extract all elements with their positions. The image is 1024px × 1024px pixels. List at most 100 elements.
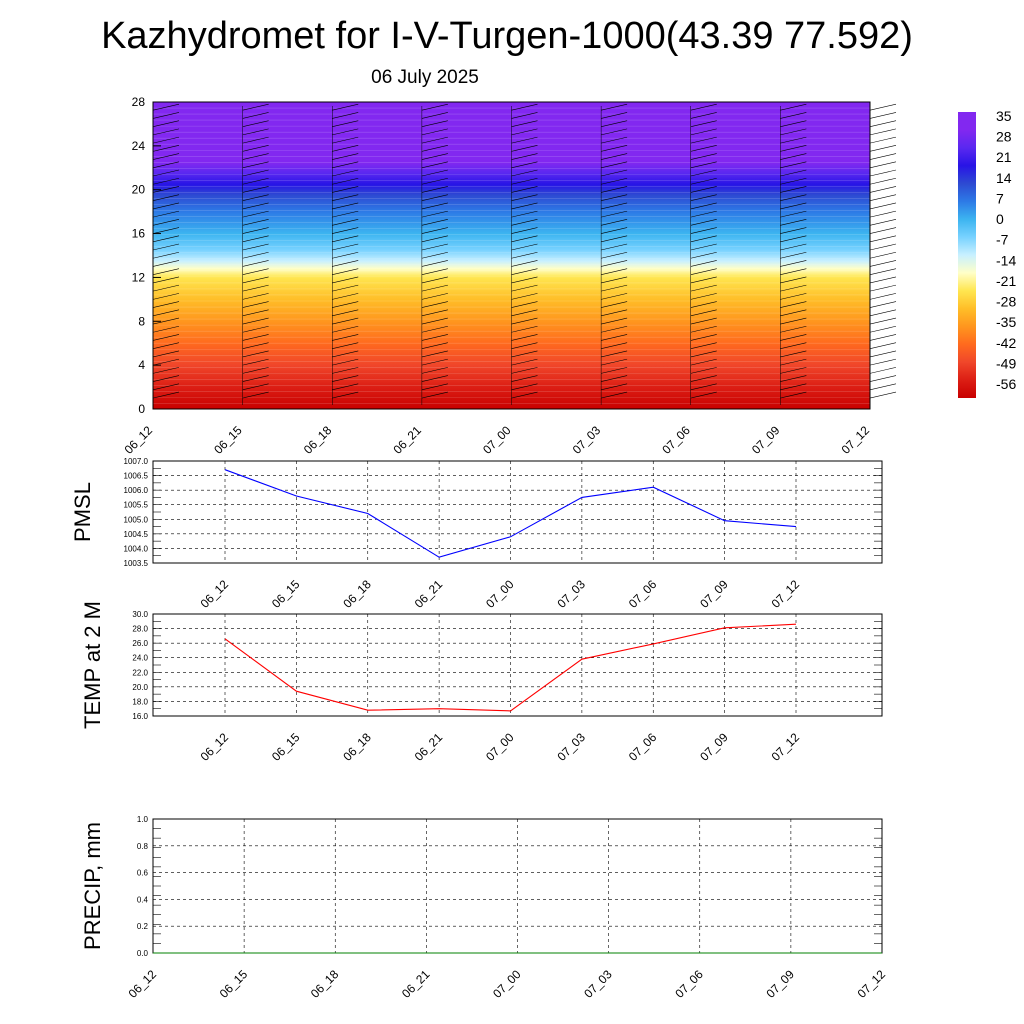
x-tick-label: 07_09 bbox=[763, 967, 797, 1001]
wind-barb bbox=[421, 293, 448, 300]
wind-barb bbox=[152, 383, 180, 391]
wind-barb bbox=[242, 169, 269, 177]
wind-barb bbox=[780, 342, 807, 349]
wind-barb bbox=[242, 112, 269, 119]
wind-barb bbox=[332, 227, 359, 234]
wind-barb bbox=[242, 276, 269, 284]
wind-barb bbox=[601, 161, 628, 169]
wind-barb bbox=[690, 120, 717, 127]
wind-barb bbox=[421, 227, 448, 234]
wind-barb bbox=[242, 103, 269, 111]
wind-barb bbox=[690, 251, 717, 259]
wind-barb bbox=[332, 375, 359, 382]
wind-barb bbox=[511, 202, 538, 210]
wind-barb bbox=[242, 325, 269, 333]
wind-barb bbox=[869, 186, 897, 193]
wind-barb bbox=[780, 169, 807, 177]
x-tick-label: 06_18 bbox=[340, 730, 374, 764]
y-tick-label: 30.0 bbox=[132, 610, 148, 619]
wind-barb bbox=[690, 227, 717, 234]
x-tick-label: 07_12 bbox=[769, 577, 803, 611]
wind-barb bbox=[511, 383, 538, 391]
wind-barb bbox=[332, 367, 359, 374]
precip-panel: 0.0 0.2 0.4 0.6 0.8 1.0 06_12 06_15 06_18 06_21 07… bbox=[80, 815, 888, 1001]
wind-barb bbox=[780, 186, 807, 193]
colorbar-label: 0 bbox=[996, 211, 1004, 227]
wind-barb bbox=[421, 367, 448, 374]
wind-barb bbox=[869, 293, 897, 300]
wind-barb bbox=[869, 334, 897, 341]
series-line bbox=[224, 469, 797, 558]
wind-barb bbox=[242, 145, 269, 152]
wind-barb bbox=[780, 276, 807, 284]
wind-barb bbox=[780, 210, 807, 218]
wind-barb bbox=[242, 202, 269, 210]
wind-barb bbox=[601, 334, 628, 341]
wind-barb bbox=[242, 177, 269, 185]
wind-barb bbox=[242, 293, 269, 300]
wind-barb bbox=[421, 325, 448, 333]
wind-barb bbox=[601, 194, 628, 201]
wind-barb bbox=[242, 375, 269, 382]
x-tick-label: 06_12 bbox=[122, 423, 156, 457]
x-tick-label: 07_06 bbox=[659, 423, 693, 457]
wind-barb bbox=[511, 210, 538, 218]
wind-barb bbox=[511, 120, 538, 127]
wind-barb bbox=[242, 309, 269, 317]
y-tick-label: 24.0 bbox=[132, 654, 148, 663]
x-tick-label: 06_15 bbox=[217, 967, 251, 1001]
wind-barb bbox=[511, 358, 538, 366]
wind-barb bbox=[152, 251, 180, 259]
wind-barb bbox=[869, 227, 897, 234]
wind-barb bbox=[332, 317, 359, 325]
wind-barb bbox=[690, 194, 717, 201]
colorbar-label: -42 bbox=[996, 335, 1016, 351]
wind-barb bbox=[332, 342, 359, 349]
x-tick-label: 07_00 bbox=[483, 730, 517, 764]
wind-barb bbox=[869, 375, 897, 382]
x-tick-label: 07_06 bbox=[626, 577, 660, 611]
wind-barb bbox=[869, 325, 897, 333]
y-tick-label: 20 bbox=[132, 183, 146, 197]
wind-barb bbox=[869, 177, 897, 185]
y-tick-label: 26.0 bbox=[132, 639, 148, 648]
wind-barb bbox=[690, 177, 717, 185]
wind-barb bbox=[242, 219, 269, 226]
colorbar-label: -7 bbox=[996, 232, 1009, 248]
wind-barb bbox=[242, 210, 269, 218]
wind-barb bbox=[690, 334, 717, 341]
wind-barb bbox=[869, 128, 897, 136]
wind-barb bbox=[690, 169, 717, 177]
wind-barb bbox=[780, 219, 807, 226]
wind-barb bbox=[152, 219, 180, 226]
wind-barb bbox=[152, 169, 180, 177]
wind-barb bbox=[780, 301, 807, 308]
wind-barb bbox=[869, 383, 897, 391]
wind-barb bbox=[601, 145, 628, 152]
wind-barb bbox=[690, 186, 717, 193]
wind-barb bbox=[690, 317, 717, 325]
x-tick-label: 06_12 bbox=[198, 577, 232, 611]
wind-barb bbox=[690, 210, 717, 218]
wind-barb bbox=[242, 227, 269, 234]
wind-barb bbox=[601, 301, 628, 308]
wind-barb bbox=[780, 112, 807, 119]
wind-barb bbox=[332, 260, 359, 267]
wind-barb bbox=[601, 383, 628, 391]
x-tick-label: 07_03 bbox=[554, 577, 588, 611]
wind-barb bbox=[421, 284, 448, 292]
x-tick-label: 07_06 bbox=[626, 730, 660, 764]
wind-barb bbox=[421, 301, 448, 308]
wind-barb bbox=[332, 383, 359, 391]
wind-barb bbox=[780, 325, 807, 333]
wind-barb bbox=[152, 136, 180, 144]
wind-barb bbox=[332, 202, 359, 210]
wind-barb bbox=[332, 161, 359, 169]
wind-barb bbox=[421, 334, 448, 341]
wind-barb bbox=[690, 293, 717, 300]
wind-barb bbox=[421, 153, 448, 160]
wind-barb bbox=[152, 317, 180, 325]
wind-barb bbox=[421, 268, 448, 275]
wind-barb bbox=[690, 136, 717, 144]
wind-barb bbox=[601, 293, 628, 300]
